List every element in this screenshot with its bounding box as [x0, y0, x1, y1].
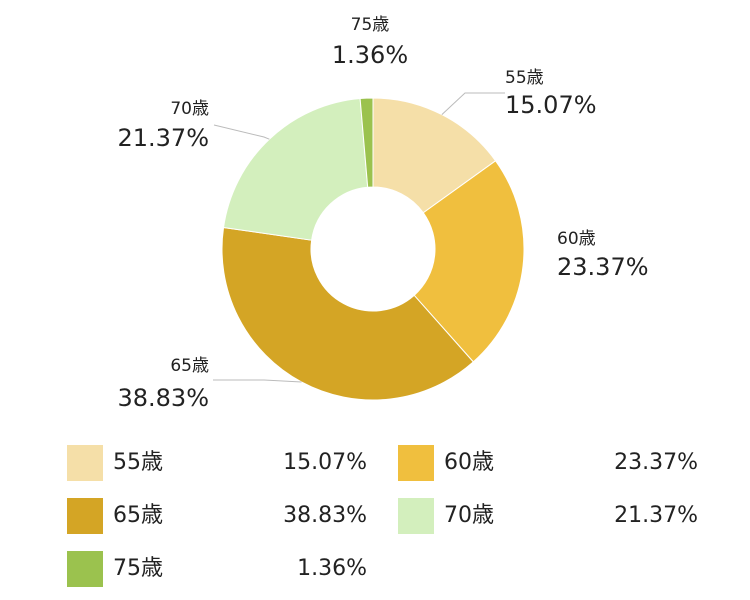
- legend-value-55: 15.07%: [283, 450, 367, 475]
- slice-75歳: [359, 97, 374, 188]
- slice-label-60歳: 60歳: [557, 229, 596, 249]
- legend-item-75: 75歳 1.36%: [67, 551, 367, 587]
- slice-65歳: [221, 226, 474, 401]
- slice-value-70歳: 21.37%: [117, 124, 209, 152]
- legend-label-65: 65歳: [113, 503, 163, 528]
- slice-value-75歳: 1.36%: [332, 41, 408, 69]
- legend-value-65: 38.83%: [283, 503, 367, 528]
- slice-value-60歳: 23.37%: [557, 253, 649, 281]
- slice-60歳: [413, 160, 525, 363]
- legend-value-70: 21.37%: [614, 503, 698, 528]
- legend-item-55: 55歳 15.07%: [67, 445, 367, 481]
- legend-label-75: 75歳: [113, 556, 163, 581]
- slice-label-65歳: 65歳: [170, 356, 209, 376]
- slice-label-70歳: 70歳: [170, 99, 209, 119]
- slice-55歳: [372, 97, 497, 214]
- legend-label-60: 60歳: [444, 450, 494, 475]
- legend-swatch-55: [67, 445, 103, 481]
- slice-value-65歳: 38.83%: [117, 384, 209, 412]
- leader-line-70歳: [213, 124, 270, 140]
- legend-swatch-75: [67, 551, 103, 587]
- legend-swatch-70: [398, 498, 434, 534]
- leader-line-65歳: [213, 379, 302, 383]
- leader-line-55歳: [441, 92, 505, 115]
- slice-value-55歳: 15.07%: [505, 91, 597, 119]
- legend-item-65: 65歳 38.83%: [67, 498, 367, 534]
- legend-swatch-60: [398, 445, 434, 481]
- legend-label-70: 70歳: [444, 503, 494, 528]
- legend-item-70: 70歳 21.37%: [398, 498, 698, 534]
- legend-value-60: 23.37%: [614, 450, 698, 475]
- legend-label-55: 55歳: [113, 450, 163, 475]
- slice-label-55歳: 55歳: [505, 68, 544, 88]
- donut-chart: 55歳 15.07% 60歳 23.37% 65歳 38.83% 70歳 21.37% 75歳 1…: [117, 15, 649, 412]
- slice-70歳: [222, 98, 369, 241]
- legend-item-60: 60歳 23.37%: [398, 445, 698, 481]
- legend-swatch-65: [67, 498, 103, 534]
- slice-label-75歳: 75歳: [351, 15, 390, 35]
- legend-value-75: 1.36%: [297, 556, 367, 581]
